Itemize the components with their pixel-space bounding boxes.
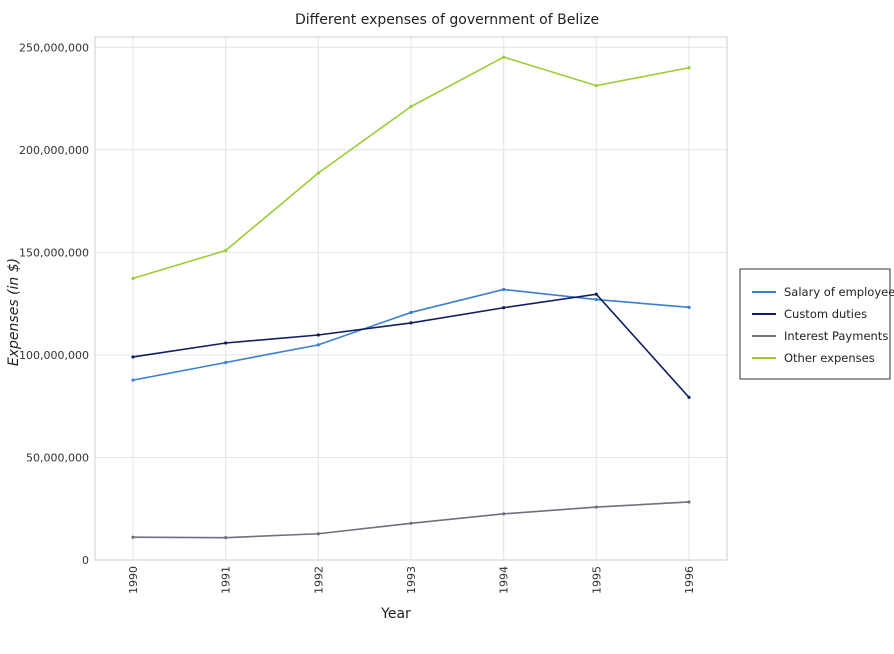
data-point-other-expenses	[224, 248, 228, 253]
y-tick-label: 150,000,000	[19, 246, 89, 259]
y-tick-label: 200,000,000	[19, 144, 89, 157]
y-tick-label: 100,000,000	[19, 349, 89, 362]
x-tick-label: 1990	[127, 566, 140, 594]
plot-frame	[94, 36, 728, 561]
data-point-interest-payments	[131, 535, 135, 539]
data-point-other-expenses	[687, 66, 691, 70]
data-point-custom-duties	[594, 292, 598, 296]
y-tick-label: 0	[82, 554, 89, 567]
data-point-custom-duties	[687, 395, 691, 399]
series-lines	[131, 55, 691, 540]
x-tick-label: 1994	[498, 566, 511, 594]
data-point-interest-payments	[224, 536, 228, 540]
data-point-other-expenses	[131, 276, 135, 281]
y-tick-label: 250,000,000	[19, 41, 89, 54]
x-tick-label: 1996	[683, 566, 696, 594]
x-tick-label: 1993	[405, 566, 418, 594]
chart-title: Different expenses of government of Beli…	[295, 12, 599, 28]
axes: 0 50,000,000 100,000,000 150,000,000 200,000…	[19, 36, 728, 594]
y-tick-label: 50,000,000	[26, 451, 89, 464]
data-point-interest-payments	[316, 532, 320, 536]
data-point-custom-duties	[316, 333, 320, 337]
x-tick-label: 1992	[312, 566, 325, 594]
legend-label-other-expenses: Other expenses	[784, 351, 875, 365]
data-point-custom-duties	[409, 321, 413, 325]
legend: Salary of employees Custom duties Interest…	[739, 268, 894, 380]
data-point-interest-payments	[409, 521, 413, 525]
data-point-salary-of-employees	[224, 360, 228, 365]
data-point-interest-payments	[502, 512, 506, 516]
data-point-custom-duties	[224, 341, 228, 345]
data-point-custom-duties	[502, 306, 506, 310]
data-point-salary-of-employees	[502, 287, 506, 292]
x-axis-label: Year	[380, 606, 411, 622]
data-point-interest-payments	[594, 505, 598, 509]
legend-label-salary-of-employees: Salary of employees	[784, 285, 894, 299]
x-tick-label: 1995	[590, 566, 603, 594]
data-point-other-expenses	[502, 55, 506, 59]
data-point-other-expenses	[594, 84, 598, 88]
data-point-salary-of-employees	[409, 310, 413, 315]
grid-lines	[95, 37, 727, 561]
data-point-other-expenses	[409, 104, 413, 109]
data-point-salary-of-employees	[594, 297, 598, 302]
y-axis-label: Expenses (in $)	[6, 258, 22, 366]
x-tick-label: 1991	[220, 566, 233, 594]
data-point-salary-of-employees	[316, 343, 320, 347]
data-point-interest-payments	[687, 500, 691, 504]
data-point-other-expenses	[316, 171, 320, 175]
data-point-salary-of-employees	[131, 378, 135, 382]
legend-label-custom-duties: Custom duties	[784, 307, 867, 321]
legend-label-interest-payments: Interest Payments	[784, 329, 888, 343]
data-point-salary-of-employees	[687, 305, 691, 309]
data-point-custom-duties	[131, 355, 135, 359]
legend-box	[739, 268, 891, 380]
